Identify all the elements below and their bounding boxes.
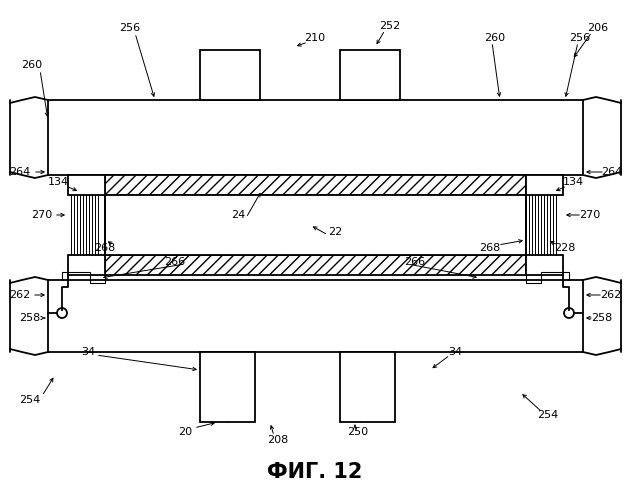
Text: 270: 270 <box>32 210 52 220</box>
Text: 34: 34 <box>81 347 95 357</box>
Text: ФИГ. 12: ФИГ. 12 <box>268 462 363 482</box>
Text: 264: 264 <box>9 167 31 177</box>
Text: 206: 206 <box>587 23 608 33</box>
Text: 134: 134 <box>562 177 584 187</box>
Text: 24: 24 <box>231 210 245 220</box>
Text: 266: 266 <box>404 257 425 267</box>
Text: 258: 258 <box>20 313 40 323</box>
Text: 22: 22 <box>328 227 342 237</box>
Text: 268: 268 <box>95 243 115 253</box>
Bar <box>526 175 563 195</box>
Text: 34: 34 <box>448 347 462 357</box>
Bar <box>48 100 583 175</box>
Text: 134: 134 <box>47 177 69 187</box>
Text: 254: 254 <box>20 395 40 405</box>
Text: 270: 270 <box>579 210 601 220</box>
Text: 250: 250 <box>348 427 369 437</box>
Text: 258: 258 <box>591 313 613 323</box>
Text: 256: 256 <box>119 23 141 33</box>
Bar <box>68 175 105 195</box>
Bar <box>48 280 583 352</box>
Text: 268: 268 <box>480 243 500 253</box>
Text: 260: 260 <box>21 60 42 70</box>
Text: 266: 266 <box>165 257 186 267</box>
Bar <box>105 195 526 255</box>
Text: 262: 262 <box>9 290 31 300</box>
Text: 254: 254 <box>538 410 558 420</box>
Bar <box>526 255 563 275</box>
Text: 256: 256 <box>569 33 591 43</box>
Bar <box>68 255 105 275</box>
Bar <box>105 175 526 195</box>
Text: 252: 252 <box>379 21 401 31</box>
Text: 260: 260 <box>485 33 505 43</box>
Text: 264: 264 <box>601 167 623 177</box>
Text: 210: 210 <box>304 33 326 43</box>
Bar <box>105 255 526 275</box>
Text: 262: 262 <box>600 290 622 300</box>
Text: 228: 228 <box>554 243 575 253</box>
Bar <box>340 352 395 422</box>
Bar <box>200 50 260 100</box>
Text: 208: 208 <box>268 435 288 445</box>
Text: 20: 20 <box>178 427 192 437</box>
Bar <box>340 50 400 100</box>
Bar <box>200 352 255 422</box>
